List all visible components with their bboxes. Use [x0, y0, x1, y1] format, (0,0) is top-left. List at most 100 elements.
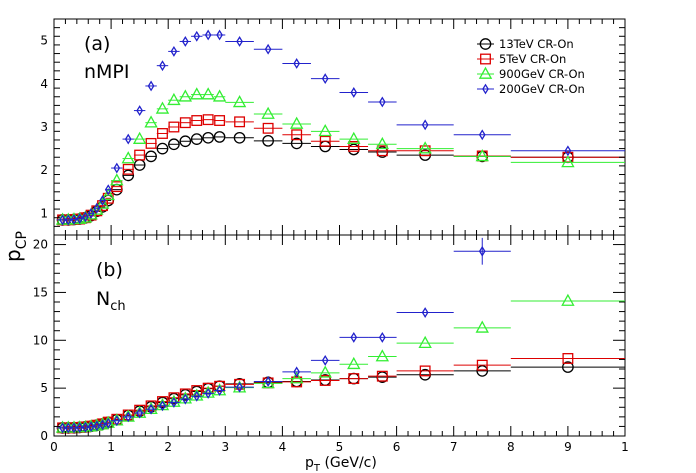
top-data-point — [262, 122, 274, 134]
bottom-data-point — [70, 422, 78, 434]
top-data-point — [168, 121, 180, 133]
bottom-data-point — [318, 365, 332, 378]
top-series-2 — [55, 87, 625, 225]
top-data-point — [289, 116, 304, 129]
top-panel-sublabel: nMPI — [84, 61, 130, 83]
top-data-point — [261, 106, 275, 119]
bottom-data-point — [181, 393, 189, 405]
bottom-data-point — [421, 307, 429, 318]
bottom-data-point — [264, 376, 272, 387]
top-data-point — [145, 150, 157, 163]
top-data-point — [347, 131, 361, 144]
top-y-tick-label: 3 — [40, 120, 48, 134]
top-data-point — [179, 117, 191, 129]
top-data-point — [418, 141, 432, 154]
top-data-point — [291, 129, 303, 141]
top-data-point — [202, 131, 215, 144]
bottom-data-point — [378, 331, 386, 343]
top-data-point — [132, 131, 147, 144]
bottom-data-point — [350, 331, 358, 343]
x-tick-label: 2 — [164, 440, 172, 454]
top-data-point — [561, 155, 575, 168]
bottom-data-point — [562, 353, 574, 364]
top-data-point — [121, 151, 135, 164]
top-data-point — [159, 60, 166, 72]
bottom-y-tick-label: 10 — [33, 333, 48, 347]
bottom-data-point — [93, 420, 101, 432]
legend-marker — [478, 66, 493, 79]
top-data-point — [110, 173, 124, 186]
bottom-data-point — [236, 381, 243, 393]
bottom-data-point — [64, 422, 72, 434]
bottom-data-point — [376, 370, 388, 382]
bottom-data-point — [475, 320, 489, 333]
bottom-data-point — [261, 376, 275, 389]
top-data-point — [213, 131, 226, 143]
bottom-y-tick-label: 0 — [40, 429, 48, 443]
top-data-point — [232, 95, 247, 108]
x-axis-title-main: p — [305, 455, 314, 471]
bottom-data-point — [319, 375, 331, 386]
top-y-tick-label: 1 — [40, 206, 48, 220]
top-y-tick-label: 5 — [40, 34, 48, 48]
top-series-3 — [56, 29, 625, 226]
bottom-data-point — [347, 356, 361, 370]
y-axis-title-main: p — [1, 249, 25, 262]
y-axis-title-sub: CP — [14, 231, 30, 249]
top-data-point — [59, 214, 66, 226]
top-data-point — [144, 115, 158, 128]
x-axis-title-unit: (GeV/c) — [320, 455, 377, 471]
top-data-point — [201, 87, 215, 100]
legend: 13TeV CR-On 5TeV CR-On 900GeV CR-On 200G… — [477, 37, 585, 96]
top-data-point — [156, 142, 169, 155]
top-data-point — [124, 133, 132, 145]
bottom-data-point — [113, 415, 121, 427]
legend-marker — [479, 38, 492, 50]
top-data-point — [111, 181, 123, 193]
bottom-data-point — [87, 421, 95, 433]
bottom-y-tick-label: 5 — [40, 381, 48, 395]
top-data-point — [321, 73, 329, 85]
bottom-data-point — [145, 400, 157, 412]
bottom-data-point — [321, 354, 329, 366]
bottom-data-point — [193, 390, 201, 402]
bottom-data-point — [104, 417, 112, 429]
top-data-point — [99, 195, 106, 206]
bottom-data-point — [170, 397, 178, 408]
top-data-point — [157, 128, 168, 139]
top-data-point — [233, 131, 246, 144]
top-data-point — [95, 196, 110, 209]
bottom-series-3 — [56, 245, 511, 434]
bottom-panel-sublabel: Nch — [96, 288, 126, 314]
top-data-point — [113, 162, 121, 174]
bottom-data-point — [59, 422, 66, 434]
top-data-point — [82, 211, 89, 223]
x-tick-label: 3 — [221, 440, 229, 454]
top-data-point — [178, 89, 193, 102]
top-data-point — [191, 115, 203, 126]
x-tick-label: 8 — [507, 440, 515, 454]
x-tick-label: 6 — [393, 440, 401, 454]
top-data-point — [212, 89, 227, 102]
top-data-point — [70, 214, 78, 225]
top-data-point — [348, 140, 360, 152]
x-tick-label: 1 — [107, 440, 115, 454]
x-axis-title: pT (GeV/c) — [305, 455, 377, 473]
bottom-data-point — [234, 378, 246, 390]
x-tick-label: 1 — [621, 440, 629, 454]
bottom-y-tick-label: 20 — [33, 238, 48, 252]
top-data-point — [421, 119, 429, 131]
top-data-point — [376, 145, 388, 157]
bottom-series-0 — [56, 361, 625, 434]
y-axis-title: pCP — [1, 231, 30, 262]
top-data-point — [101, 187, 115, 201]
top-data-point — [122, 163, 134, 175]
top-data-point — [204, 29, 212, 41]
bottom-data-point — [204, 387, 212, 399]
top-data-point — [147, 80, 155, 92]
top-data-point — [214, 115, 226, 126]
top-series-0 — [56, 131, 625, 226]
top-data-point — [190, 87, 204, 100]
top-data-point — [136, 105, 144, 117]
